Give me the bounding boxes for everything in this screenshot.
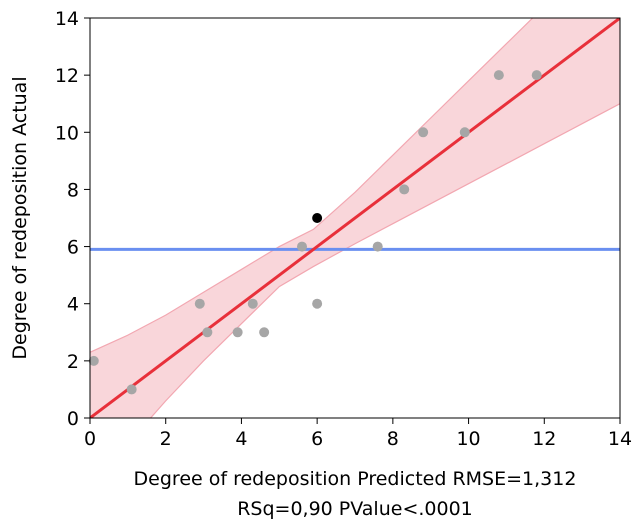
- x-tick-label: 2: [160, 428, 172, 450]
- y-tick-label: 14: [55, 8, 79, 30]
- y-tick-label: 12: [55, 65, 79, 87]
- fit-line-layer: [90, 18, 620, 418]
- data-point: [259, 327, 270, 338]
- data-point: [247, 298, 258, 309]
- x-tick-label: 6: [311, 428, 323, 450]
- data-point: [531, 70, 542, 81]
- y-tick-label: 2: [67, 351, 79, 373]
- y-tick-label: 4: [67, 294, 79, 316]
- data-point: [194, 298, 205, 309]
- data-point: [459, 127, 470, 138]
- confidence-band-upper-edge: [90, 18, 534, 353]
- y-axis: 0 2 4 6 8 10 12 14: [55, 8, 90, 430]
- data-point: [399, 184, 410, 195]
- data-point: [297, 241, 307, 252]
- x-axis: 0 2 4 6 8 10 12 14: [84, 418, 632, 450]
- x-axis-subtitle: RSq=0,90 PValue<.0001: [237, 498, 473, 520]
- confidence-band-lower-edge: [149, 103, 620, 418]
- data-point: [418, 127, 429, 138]
- y-tick-label: 10: [55, 122, 79, 144]
- plot-frame: [89, 17, 621, 419]
- x-tick-label: 8: [387, 428, 399, 450]
- x-tick-label: 14: [608, 428, 632, 450]
- y-tick-label: 8: [67, 179, 79, 201]
- y-tick-label: 0: [67, 408, 79, 430]
- data-point: [202, 327, 213, 338]
- data-point: [88, 355, 99, 366]
- data-point: [372, 241, 383, 252]
- x-tick-label: 10: [456, 428, 480, 450]
- y-tick-label: 6: [67, 237, 79, 259]
- data-point: [312, 298, 323, 309]
- highlighted-data-point: [312, 213, 323, 223]
- x-tick-label: 4: [235, 428, 247, 450]
- x-tick-label: 12: [532, 428, 556, 450]
- x-tick-label: 0: [84, 428, 96, 450]
- y-axis-title: Degree of redeposition Actual: [9, 76, 31, 359]
- fit-line: [90, 18, 620, 418]
- data-point: [493, 70, 504, 81]
- x-axis-title: Degree of redeposition Predicted RMSE=1,…: [134, 468, 577, 490]
- data-point: [232, 327, 243, 338]
- points-layer: [88, 70, 542, 395]
- data-point: [126, 384, 137, 395]
